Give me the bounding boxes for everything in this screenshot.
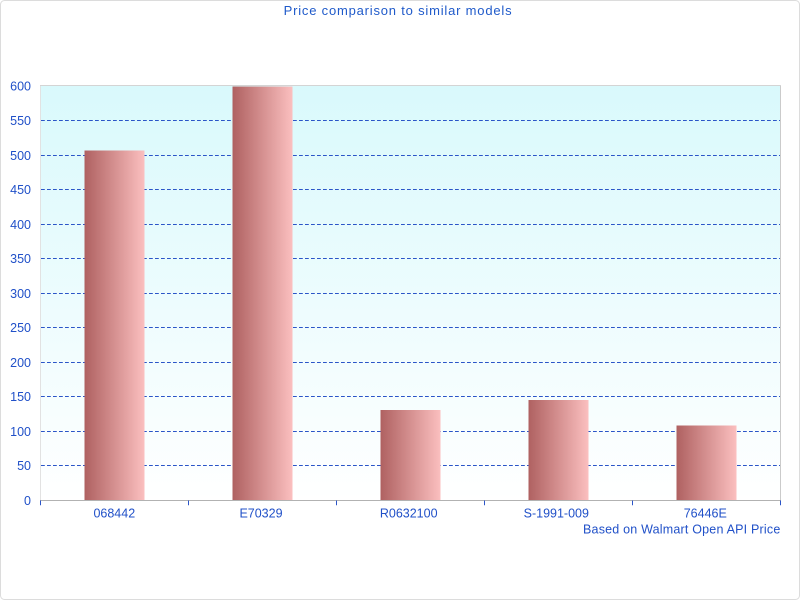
svg-text:R0632100: R0632100 xyxy=(380,507,438,521)
svg-text:150: 150 xyxy=(10,390,31,404)
svg-text:300: 300 xyxy=(10,287,31,301)
svg-text:Based on Walmart Open API Pric: Based on Walmart Open API Price xyxy=(583,523,781,537)
svg-text:76446E: 76446E xyxy=(684,507,727,521)
svg-text:450: 450 xyxy=(10,183,31,197)
svg-text:200: 200 xyxy=(10,356,31,370)
svg-text:0: 0 xyxy=(24,494,31,508)
svg-text:250: 250 xyxy=(10,321,31,335)
svg-text:500: 500 xyxy=(10,149,31,163)
svg-text:50: 50 xyxy=(17,459,31,473)
svg-text:350: 350 xyxy=(10,252,31,266)
svg-text:600: 600 xyxy=(10,80,31,94)
svg-text:100: 100 xyxy=(10,425,31,439)
svg-text:Price comparison to similar mo: Price comparison to similar models xyxy=(284,3,513,18)
svg-text:400: 400 xyxy=(10,218,31,232)
svg-text:E70329: E70329 xyxy=(239,507,282,521)
svg-text:550: 550 xyxy=(10,114,31,128)
svg-text:S-1991-009: S-1991-009 xyxy=(524,507,589,521)
svg-text:068442: 068442 xyxy=(93,507,135,521)
